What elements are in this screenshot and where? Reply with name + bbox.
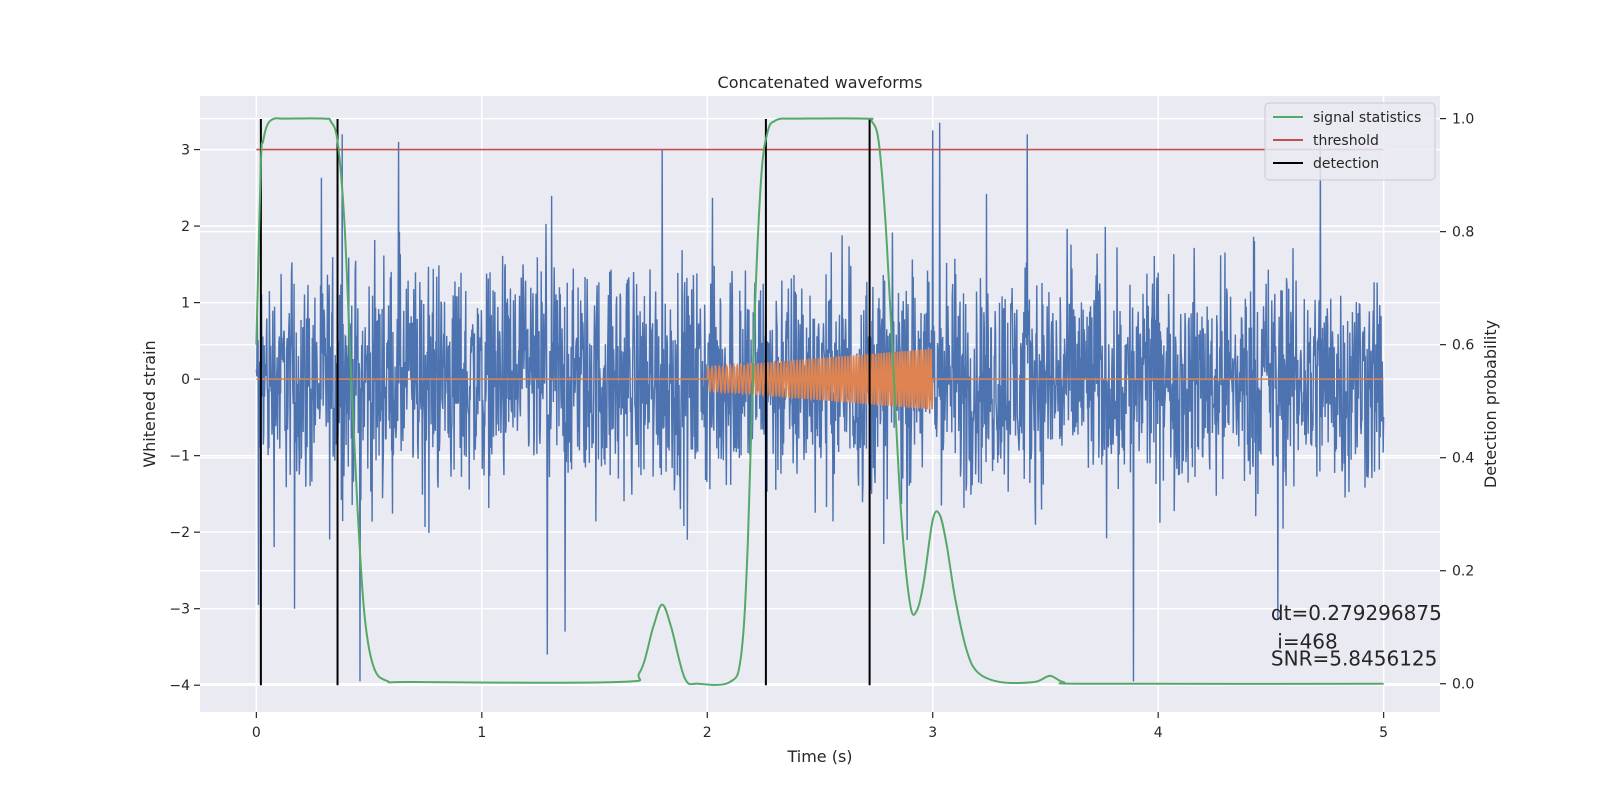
y-axis-left: −4 −3 −2 −1 0 1 2 3: [169, 143, 200, 694]
y-tick-label: 3: [181, 143, 190, 159]
y2-tick-label: 0.0: [1452, 677, 1474, 693]
chart-title: Concatenated waveforms: [718, 73, 923, 92]
legend-label: detection: [1313, 156, 1379, 172]
legend-label: signal statistics: [1313, 110, 1421, 126]
y2-tick-label: 0.4: [1452, 451, 1474, 467]
y-tick-label: 0: [181, 372, 190, 388]
y2-tick-label: 0.6: [1452, 338, 1474, 354]
y-tick-label: −2: [169, 525, 190, 541]
x-tick-label: 1: [477, 725, 486, 741]
strain-series: [255, 122, 1385, 682]
x-axis-label: Time (s): [786, 747, 852, 766]
y-tick-label: −1: [169, 449, 190, 465]
y-tick-label: −4: [169, 678, 190, 694]
y2-tick-label: 0.8: [1452, 225, 1474, 241]
x-tick-label: 5: [1379, 725, 1388, 741]
annotation-text: SNR=5.8456125: [1271, 646, 1437, 670]
x-tick-label: 3: [928, 725, 937, 741]
y-tick-label: 1: [181, 296, 190, 312]
y-axis-right: 0.0 0.2 0.4 0.6 0.8 1.0: [1440, 112, 1474, 693]
x-tick-label: 0: [252, 725, 261, 741]
y2-tick-label: 0.2: [1452, 564, 1474, 580]
x-axis: 0 1 2 3 4 5: [252, 712, 1388, 741]
legend-box: [1264, 102, 1436, 181]
legend-label: threshold: [1313, 133, 1379, 149]
injected-waveform-series: [256, 348, 1384, 410]
signal-statistics-series: [255, 117, 1384, 686]
annotation-text: dt=0.279296875: [1271, 601, 1442, 625]
y-tick-label: 2: [181, 219, 190, 235]
y-tick-label: −3: [169, 602, 190, 618]
x-tick-label: 2: [703, 725, 712, 741]
plot-layer: [255, 117, 1385, 686]
y-axis-label: Whitened strain: [140, 340, 159, 467]
legend: signal statistics threshold detection: [1264, 102, 1436, 181]
grid: [200, 96, 1440, 712]
x-tick-label: 4: [1154, 725, 1163, 741]
annotation-text: i=468: [1271, 629, 1338, 653]
y2-tick-label: 1.0: [1452, 112, 1474, 128]
y2-axis-label: Detection probability: [1481, 320, 1500, 488]
